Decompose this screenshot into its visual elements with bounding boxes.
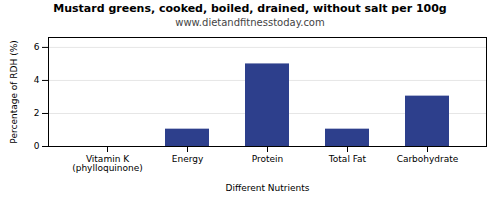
svg-text:Different Nutrients: Different Nutrients [226,183,310,193]
html-text:www.dietandfitnesstoday.com: www.dietandfitnesstoday.com [175,17,325,28]
svg-text:0: 0 [34,141,40,151]
svg-text:6: 6 [34,42,40,52]
svg-text:Carbohydrate: Carbohydrate [397,154,459,164]
svg-text:2: 2 [34,108,40,118]
svg-text:Vitamin K(phylloquinone): Vitamin K(phylloquinone) [72,154,143,173]
svg-text:Percentage of RDH (%): Percentage of RDH (%) [9,40,19,143]
svg-text:4: 4 [34,75,40,85]
svg-text:Protein: Protein [252,154,284,164]
svg-text:Energy: Energy [172,154,204,164]
html-text:Mustard greens, cooked, boiled: Mustard greens, cooked, boiled, drained,… [53,2,447,15]
svg-text:Total Fat: Total Fat [328,154,367,164]
